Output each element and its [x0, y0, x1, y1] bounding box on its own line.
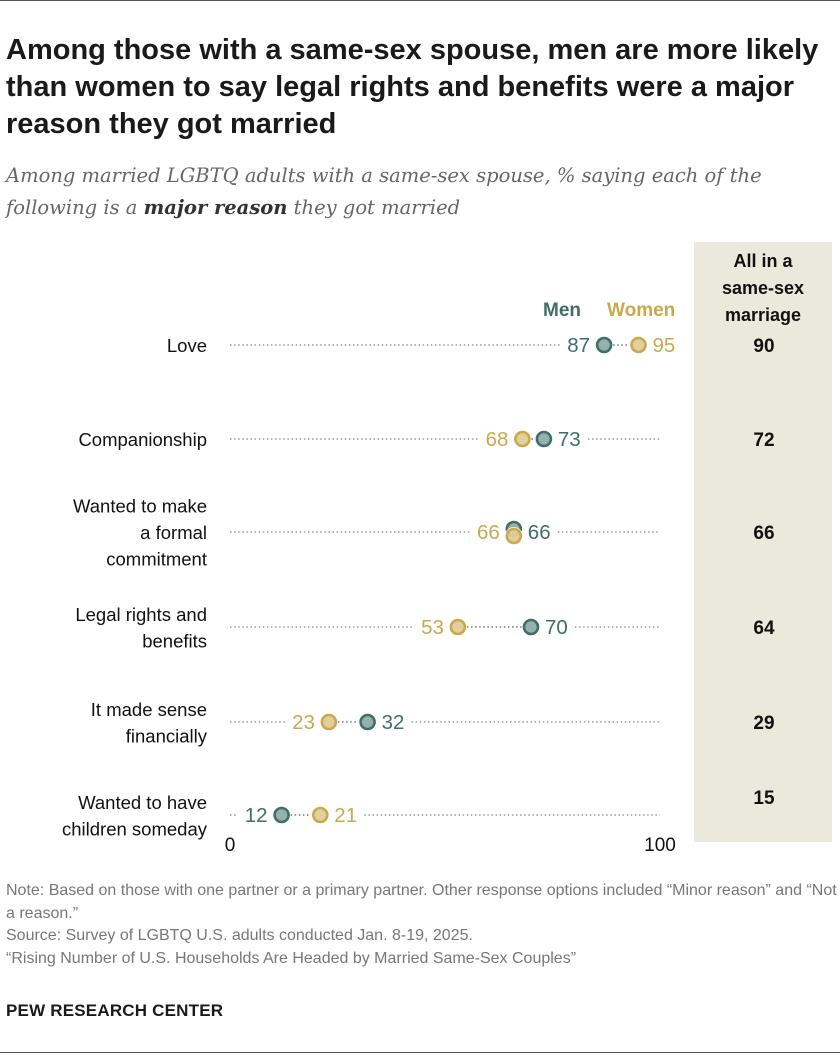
- chart-subtitle: Among married LGBTQ adults with a same-s…: [6, 160, 836, 224]
- value-label-women: 68: [486, 428, 509, 451]
- value-label-men: 87: [567, 334, 590, 357]
- total-column-header-line: same-sex: [722, 278, 804, 298]
- category-label: Wanted to make: [73, 496, 207, 517]
- legend-women: Women: [607, 300, 675, 321]
- x-tick-label: 100: [644, 835, 676, 856]
- category-label: Companionship: [78, 429, 207, 450]
- dot-women: [514, 430, 531, 448]
- footer-report: “Rising Number of U.S. Households Are He…: [6, 949, 577, 967]
- top-rule: [0, 0, 840, 1]
- footer-note: Note: Based on those with one partner or…: [6, 882, 837, 922]
- value-label-men: 70: [545, 616, 568, 639]
- dot-women: [630, 336, 647, 354]
- dot-men: [595, 336, 613, 354]
- value-label-women: 21: [334, 804, 357, 827]
- dot-men: [522, 618, 540, 636]
- total-value: 66: [753, 523, 774, 544]
- category-label: children someday: [62, 818, 208, 839]
- footer-source: Source: Survey of LGBTQ U.S. adults cond…: [6, 927, 473, 944]
- dot-women: [505, 527, 523, 545]
- brand-logo-text: PEW RESEARCH CENTER: [6, 1001, 224, 1020]
- dot-men: [535, 430, 553, 448]
- total-value: 64: [753, 618, 775, 639]
- footer: Note: Based on those with one partner or…: [6, 880, 840, 970]
- total-value: 29: [753, 713, 774, 734]
- value-label-men: 32: [382, 711, 405, 734]
- total-column-header-line: marriage: [725, 305, 801, 325]
- category-label: commitment: [106, 549, 207, 570]
- legend-men: Men: [543, 300, 581, 321]
- dot-women: [449, 618, 467, 636]
- total-value: 15: [753, 788, 775, 809]
- category-label: Legal rights and: [75, 604, 207, 625]
- total-column-background: [694, 242, 832, 842]
- total-value: 90: [753, 336, 774, 357]
- dot-women: [311, 806, 329, 824]
- dot-chart: All in a same-sex marriage Men Women Love 87 95…: [62, 242, 832, 856]
- subtitle-emphasis: major reason: [143, 196, 288, 219]
- total-column-header-line: All in a: [733, 251, 793, 271]
- chart-title: Among those with a same-sex spouse, men …: [6, 34, 819, 140]
- dot-men: [273, 806, 290, 824]
- dot-women: [320, 713, 338, 731]
- value-label-women: 23: [292, 711, 315, 734]
- dot-men: [359, 713, 376, 731]
- subtitle-text-end: they got married: [287, 196, 461, 219]
- value-label-women: 66: [477, 521, 500, 544]
- category-label: Love: [167, 335, 207, 356]
- value-label-women: 95: [653, 334, 676, 357]
- value-label-women: 53: [421, 616, 444, 639]
- category-label: It made sense: [91, 699, 207, 720]
- category-label: financially: [126, 725, 208, 746]
- value-label-men: 73: [558, 428, 581, 451]
- subtitle-text: Among married LGBTQ adults with a same-s…: [6, 164, 762, 219]
- category-label: a formal: [140, 522, 207, 543]
- bottom-rule: [0, 1052, 840, 1053]
- category-label: benefits: [142, 630, 207, 651]
- x-tick-label: 0: [225, 835, 236, 856]
- category-label: Wanted to have: [78, 792, 207, 813]
- value-label-men: 66: [528, 521, 551, 544]
- value-label-men: 12: [245, 804, 268, 827]
- total-value: 72: [753, 430, 774, 451]
